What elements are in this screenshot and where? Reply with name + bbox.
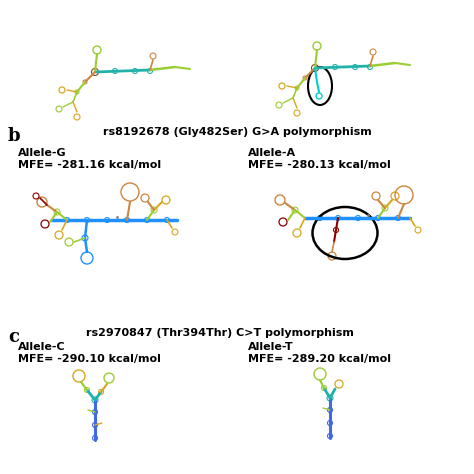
Circle shape (104, 218, 109, 222)
Circle shape (303, 76, 307, 80)
Circle shape (92, 436, 98, 440)
Circle shape (295, 86, 299, 90)
Circle shape (318, 216, 322, 220)
Text: MFE= -290.10 kcal/mol: MFE= -290.10 kcal/mol (18, 354, 161, 364)
Circle shape (334, 228, 338, 233)
Circle shape (54, 209, 60, 215)
Circle shape (356, 216, 361, 220)
Circle shape (353, 64, 357, 70)
Text: MFE= -289.20 kcal/mol: MFE= -289.20 kcal/mol (248, 354, 391, 364)
Circle shape (311, 64, 319, 72)
Circle shape (147, 69, 153, 73)
Text: b: b (8, 127, 21, 145)
Circle shape (133, 69, 137, 73)
Text: rs8192678 (Gly482Ser) G>A polymorphism: rs8192678 (Gly482Ser) G>A polymorphism (103, 127, 371, 137)
Circle shape (328, 408, 332, 412)
Text: Allele-T: Allele-T (248, 342, 293, 352)
Circle shape (99, 390, 103, 394)
Circle shape (395, 216, 401, 220)
Circle shape (382, 205, 388, 211)
Circle shape (92, 422, 98, 428)
Text: Allele-C: Allele-C (18, 342, 65, 352)
Circle shape (336, 216, 340, 220)
Circle shape (84, 388, 90, 392)
Circle shape (84, 218, 90, 222)
Text: Allele-G: Allele-G (18, 148, 67, 158)
Text: rs2970847 (Thr394Thr) C>T polymorphism: rs2970847 (Thr394Thr) C>T polymorphism (86, 328, 354, 338)
Circle shape (367, 64, 373, 70)
Circle shape (292, 207, 298, 213)
Text: c: c (8, 328, 19, 346)
Text: Allele-A: Allele-A (248, 148, 296, 158)
Circle shape (64, 218, 70, 222)
Circle shape (321, 385, 327, 391)
Circle shape (332, 64, 337, 70)
Circle shape (83, 80, 87, 84)
Circle shape (164, 218, 170, 222)
Circle shape (151, 207, 157, 213)
Circle shape (92, 410, 98, 414)
Circle shape (82, 235, 88, 241)
Circle shape (327, 395, 333, 401)
Circle shape (125, 218, 129, 222)
Circle shape (145, 218, 149, 222)
Circle shape (328, 420, 332, 426)
Circle shape (92, 397, 98, 403)
Circle shape (112, 69, 118, 73)
Circle shape (91, 69, 99, 75)
Circle shape (328, 434, 332, 438)
Text: MFE= -280.13 kcal/mol: MFE= -280.13 kcal/mol (248, 160, 391, 170)
Circle shape (375, 216, 381, 220)
Text: MFE= -281.16 kcal/mol: MFE= -281.16 kcal/mol (18, 160, 161, 170)
Circle shape (75, 90, 79, 94)
